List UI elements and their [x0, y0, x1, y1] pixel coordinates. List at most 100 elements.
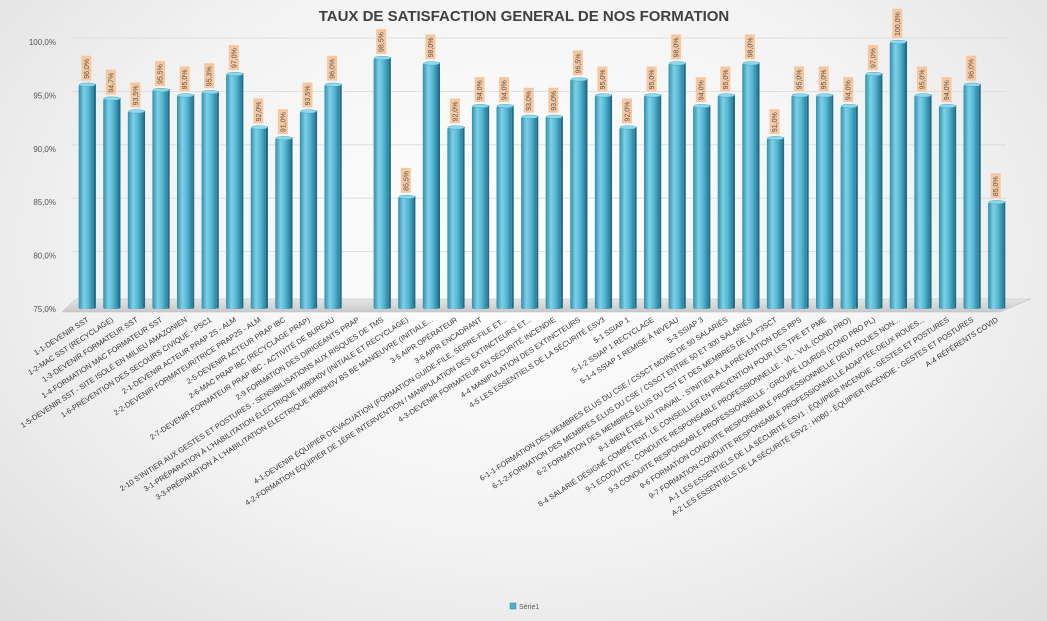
data-label: 95,3%	[204, 63, 215, 89]
data-label: 94,0%	[941, 77, 952, 103]
bar	[791, 93, 809, 310]
data-label: 93,5%	[130, 82, 141, 108]
bar	[471, 104, 490, 309]
x-tick-label: 1-5-DEVENIR SST - SITE ISOLÉ EN MILIEU A…	[19, 315, 189, 430]
svg-text:93,5%: 93,5%	[133, 86, 140, 106]
svg-text:95,5%: 95,5%	[158, 64, 165, 84]
bar	[766, 136, 785, 309]
y-tick-label: 90,0%	[33, 145, 56, 154]
bars: 96,0% 94,7% 93,5% 95,5% 95,0% 95,3% 97,0% 92,0%…	[78, 8, 1006, 310]
data-label: 93,5%	[302, 82, 313, 108]
data-label: 95,0%	[720, 66, 731, 92]
svg-text:93,5%: 93,5%	[305, 86, 312, 106]
data-label: 92,0%	[253, 98, 264, 124]
bar	[545, 114, 563, 309]
y-tick-label: 80,0%	[33, 252, 56, 261]
svg-text:96,5%: 96,5%	[575, 54, 582, 74]
bar	[373, 56, 391, 309]
bar	[78, 82, 96, 309]
data-label: 98,5%	[376, 29, 387, 55]
bar	[152, 88, 170, 309]
bar	[963, 82, 981, 309]
svg-text:97,0%: 97,0%	[231, 48, 238, 68]
svg-text:94,0%: 94,0%	[944, 80, 951, 100]
svg-text:93,0%: 93,0%	[526, 91, 533, 111]
data-label: 95,0%	[646, 66, 657, 92]
y-tick-label: 100,0%	[29, 38, 56, 47]
data-label: 98,0%	[744, 34, 755, 60]
svg-text:97,0%: 97,0%	[870, 48, 877, 68]
svg-text:98,0%: 98,0%	[674, 38, 681, 58]
data-label: 96,0%	[327, 55, 338, 81]
data-label: 92,0%	[622, 98, 633, 124]
y-tick-label: 95,0%	[33, 91, 56, 100]
data-label: 94,0%	[499, 77, 510, 103]
data-label: 85,0%	[990, 173, 1001, 199]
bar	[668, 61, 686, 309]
data-label: 100,0%	[892, 8, 903, 38]
svg-text:95,0%: 95,0%	[649, 70, 656, 90]
bar	[521, 114, 539, 309]
y-axis: 75,0% 80,0% 85,0% 90,0% 95,0% 100,0%	[29, 38, 56, 314]
svg-text:98,0%: 98,0%	[747, 38, 754, 58]
y-tick-label: 75,0%	[33, 305, 56, 314]
svg-text:85,5%: 85,5%	[403, 171, 410, 191]
bar	[176, 93, 195, 310]
svg-text:94,0%: 94,0%	[477, 80, 484, 100]
legend-label: Série1	[519, 604, 539, 611]
svg-text:96,0%: 96,0%	[84, 59, 91, 79]
data-label: 91,0%	[277, 109, 288, 135]
bar	[889, 40, 908, 309]
bar	[938, 104, 957, 309]
data-label: 93,0%	[548, 87, 559, 113]
legend-swatch	[509, 602, 517, 610]
data-label: 95,0%	[597, 66, 608, 92]
bar	[570, 77, 588, 309]
svg-text:95,0%: 95,0%	[821, 70, 828, 90]
svg-text:95,0%: 95,0%	[600, 70, 607, 90]
bar	[324, 82, 342, 309]
bar	[594, 93, 613, 310]
svg-text:95,0%: 95,0%	[182, 70, 189, 90]
bar	[496, 104, 514, 309]
bar	[422, 61, 441, 309]
bar	[103, 96, 121, 309]
svg-text:94,0%: 94,0%	[846, 80, 853, 100]
bar	[226, 72, 244, 309]
svg-text:92,0%: 92,0%	[256, 102, 263, 122]
data-label: 85,5%	[400, 167, 411, 193]
svg-text:95,0%: 95,0%	[797, 70, 804, 90]
data-label: 95,0%	[179, 66, 190, 92]
bar	[840, 104, 858, 309]
data-label: 96,5%	[572, 50, 583, 76]
svg-text:100,0%: 100,0%	[895, 12, 902, 36]
bar	[914, 93, 932, 310]
data-label: 96,0%	[966, 55, 977, 81]
svg-text:91,0%: 91,0%	[772, 112, 779, 132]
bar	[250, 125, 268, 309]
bar	[447, 125, 465, 309]
svg-text:98,5%: 98,5%	[379, 32, 386, 52]
svg-text:91,0%: 91,0%	[280, 112, 287, 132]
svg-text:94,7%: 94,7%	[108, 73, 115, 93]
data-label: 94,0%	[474, 77, 485, 103]
svg-text:93,0%: 93,0%	[551, 91, 558, 111]
chart-title: TAUX DE SATISFACTION GENERAL DE NOS FORM…	[319, 8, 730, 25]
svg-text:92,0%: 92,0%	[452, 102, 459, 122]
svg-text:85,0%: 85,0%	[993, 176, 1000, 196]
bar	[127, 109, 146, 309]
svg-text:94,0%: 94,0%	[698, 80, 705, 100]
svg-text:92,0%: 92,0%	[625, 102, 632, 122]
bar	[299, 109, 318, 309]
bar	[816, 93, 834, 310]
data-label: 97,0%	[228, 45, 239, 71]
bar	[275, 136, 293, 309]
data-label: 98,0%	[425, 34, 436, 60]
bar	[619, 125, 637, 309]
svg-text:94,0%: 94,0%	[502, 80, 509, 100]
legend: Série1	[509, 602, 539, 611]
svg-text:98,0%: 98,0%	[428, 38, 435, 58]
svg-text:96,0%: 96,0%	[969, 59, 976, 79]
